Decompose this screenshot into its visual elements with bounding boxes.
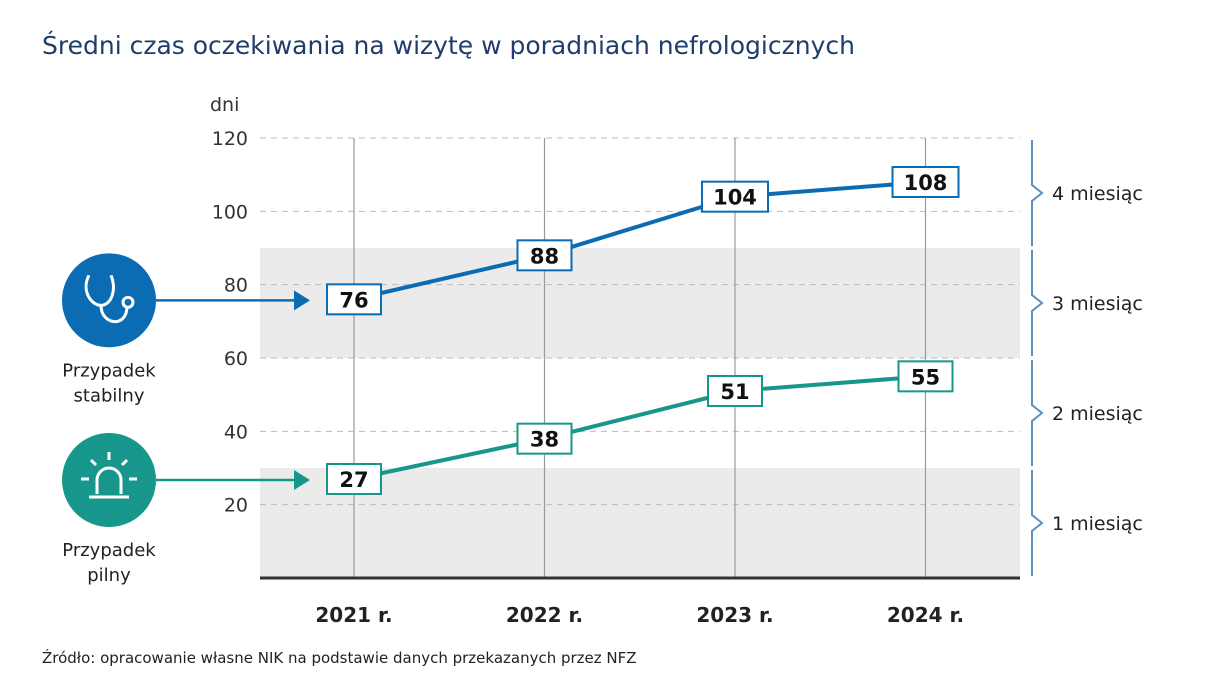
siren-icon	[62, 433, 156, 527]
series-line	[353, 180, 926, 302]
chart-title: Średni czas oczekiwania na wizytę w pora…	[42, 30, 855, 60]
shaded-band	[260, 248, 1020, 358]
shaded-band	[260, 468, 1020, 578]
legend-label: Przypadek	[62, 360, 156, 381]
x-tick-label: 2023 r.	[696, 603, 773, 627]
data-point-box	[897, 360, 954, 393]
bracket	[1031, 250, 1044, 356]
band-label: 1 miesiąc	[1052, 513, 1143, 535]
data-point-box	[516, 422, 573, 455]
y-tick-label: 120	[212, 128, 248, 150]
arrow-head	[294, 470, 310, 490]
data-label: 51	[720, 380, 749, 404]
data-label: 38	[530, 428, 559, 452]
bracket	[1031, 360, 1044, 466]
legend-label: pilny	[87, 565, 131, 586]
data-point-box	[701, 180, 769, 213]
bracket	[1031, 470, 1044, 576]
y-axis-label: dni	[210, 94, 239, 116]
arrow-head	[294, 290, 310, 311]
data-label: 76	[339, 288, 368, 312]
y-tick-label: 100	[212, 201, 248, 223]
data-label: 104	[713, 186, 757, 210]
data-label: 27	[339, 468, 368, 492]
y-tick-label: 60	[224, 348, 248, 370]
data-label: 88	[530, 244, 559, 268]
data-point-box	[516, 239, 573, 272]
x-tick-label: 2021 r.	[315, 603, 392, 627]
data-label: 108	[904, 171, 948, 195]
band-label: 4 miesiąc	[1052, 183, 1143, 205]
siren-shape	[81, 452, 137, 499]
data-label: 55	[911, 365, 940, 389]
stethoscope-chestpiece	[121, 295, 135, 309]
y-tick-label: 40	[224, 421, 248, 443]
band-label: 2 miesiąc	[1052, 403, 1143, 425]
data-point-box	[707, 375, 763, 407]
legend-label: stabilny	[74, 385, 145, 406]
data-point-box	[891, 166, 960, 198]
data-point-box	[326, 463, 382, 495]
x-tick-label: 2022 r.	[506, 603, 583, 627]
y-tick-label: 80	[224, 275, 248, 297]
stethoscope-tubes	[84, 274, 129, 324]
legend-label: Przypadek	[62, 540, 156, 561]
source-note: Źródło: opracowanie własne NIK na podsta…	[42, 648, 637, 667]
series-line	[353, 374, 926, 481]
x-tick-label: 2024 r.	[887, 603, 964, 627]
band-label: 3 miesiąc	[1052, 293, 1143, 315]
data-point-box	[326, 283, 382, 316]
bracket	[1031, 140, 1044, 246]
y-tick-label: 20	[224, 495, 248, 517]
